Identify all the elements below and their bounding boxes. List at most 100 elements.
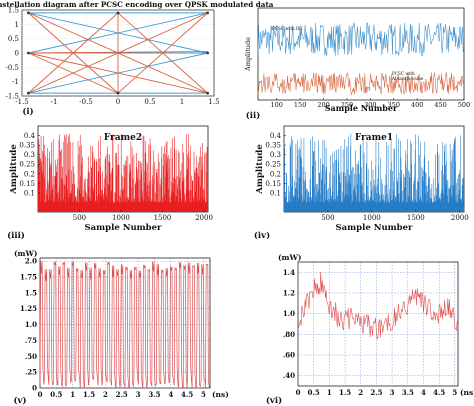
panel-label-iii: (iii) xyxy=(7,230,25,241)
plot-frame xyxy=(257,7,465,101)
y-tick-label: .50 xyxy=(25,352,37,361)
panel-v-power-pulses: 0 .25 .50 .75 1.0 1.25 1.5 1.75 2.0 0 0.5 1 1.5 2 2.5 3… xyxy=(14,249,229,406)
constellation-segment xyxy=(28,51,208,54)
y-tick-label: 0.3 xyxy=(24,151,35,159)
y-tick-label: -1.5 xyxy=(6,93,20,101)
x-tick-label: 3 xyxy=(136,390,141,399)
x-tick-label: 5 xyxy=(201,390,206,399)
panel-label-vi: (vi) xyxy=(266,395,282,406)
x-tick-label: 4 xyxy=(168,390,173,399)
panel-i-constellation: -1.5-1-0.500.511.5-1.5 -1 -0.5 0 0.5 1 1.5Cons… xyxy=(0,0,274,117)
y-tick-label: 1.5 xyxy=(8,7,19,15)
y-tick-label: .75 xyxy=(25,336,37,345)
x-axis-label: Sample Number xyxy=(325,103,398,113)
x-unit-label: (ns) xyxy=(460,388,474,397)
y-tick-label: 1.5 xyxy=(25,288,37,297)
y-tick-label: 0.4 xyxy=(24,132,36,140)
x-tick-label: 1000 xyxy=(363,214,381,222)
x-axis-label: Sample Number xyxy=(85,223,162,233)
x-tick-label: 3 xyxy=(390,388,395,397)
y-tick-label: 0.15 xyxy=(19,180,35,188)
y-tick-label: 1 xyxy=(15,21,19,29)
y-tick-label: 0.2 xyxy=(24,170,35,178)
series-line-1 xyxy=(257,22,465,57)
x-tick-label: 2000 xyxy=(451,214,469,222)
x-tick-label: 2 xyxy=(103,390,108,399)
x-tick-label: -1.5 xyxy=(15,98,29,106)
x-tick-label: 500 xyxy=(321,214,334,222)
panel-label-iv: (iv) xyxy=(254,230,270,241)
constellation-point xyxy=(206,91,210,95)
constellation-point xyxy=(27,11,30,15)
x-tick-label: 1.5 xyxy=(208,98,219,106)
y-tick-label: 1.0 xyxy=(283,309,295,318)
y-axis-label: Amplitude xyxy=(255,144,265,195)
y-tick-label: 0.1 xyxy=(24,189,35,197)
constellation-point xyxy=(27,51,30,55)
power-trace-line xyxy=(297,271,458,340)
y-tick-label: 0.3 xyxy=(270,151,281,159)
panel-ii-amplitude-lines: 100 150 200 250 300 350 400 450 500 PCSC with DC P… xyxy=(244,7,470,121)
constellation-segment xyxy=(117,12,208,94)
y-unit-label: (mW) xyxy=(14,249,37,258)
x-tick-label: 0.5 xyxy=(144,98,155,106)
x-tick-label: 450 xyxy=(434,101,446,109)
y-tick-label: .40 xyxy=(283,371,295,380)
x-tick-label: 0 xyxy=(296,388,301,397)
x-tick-label: 1.5 xyxy=(339,388,351,397)
panel-iii-frame2: 0.10.15 0.20.25 0.30.35 0.4 500 1000 1500 2000 F… xyxy=(7,125,213,241)
power-trace-line xyxy=(39,261,210,389)
x-tick-label: 3.5 xyxy=(402,388,414,397)
x-tick-label: 3.5 xyxy=(148,390,160,399)
x-tick-label: 1000 xyxy=(112,214,130,222)
x-tick-label: 0 xyxy=(38,390,43,399)
x-tick-label: 1 xyxy=(70,390,75,399)
x-tick-label: 500 xyxy=(73,214,86,222)
x-tick-label: 0.5 xyxy=(50,390,62,399)
y-tick-label: -0.5 xyxy=(6,64,20,72)
x-tick-label: 350 xyxy=(388,101,400,109)
x-tick-label: 1500 xyxy=(154,214,172,222)
y-tick-label: 0.1 xyxy=(270,189,281,197)
x-tick-label: 100 xyxy=(271,101,283,109)
plot-frame xyxy=(297,261,459,387)
y-tick-label: 1.4 xyxy=(283,268,295,277)
x-tick-label: 2 xyxy=(358,388,363,397)
y-tick-label: 0.5 xyxy=(8,35,19,43)
x-tick-label: 2.5 xyxy=(116,390,128,399)
y-tick-label: 0.35 xyxy=(19,142,35,150)
y-tick-label: 0.35 xyxy=(265,142,281,150)
x-tick-label: 1500 xyxy=(407,214,425,222)
constellation-point xyxy=(206,51,210,55)
constellation-point xyxy=(116,11,120,15)
y-tick-label: .60 xyxy=(283,351,295,360)
x-tick-label: 0 xyxy=(116,98,120,106)
x-tick-label: 1 xyxy=(180,98,184,106)
y-tick-label: 2.0 xyxy=(25,257,37,266)
y-tick-label: 1.75 xyxy=(20,273,37,282)
x-tick-label: 1.5 xyxy=(83,390,95,399)
y-axis-label: Amplitude xyxy=(9,144,19,195)
constellation-point xyxy=(116,91,120,95)
series-line-2 xyxy=(257,72,465,96)
panel-label-i: (i) xyxy=(22,106,33,117)
x-tick-label: 250 xyxy=(341,101,353,109)
y-tick-label: 0.2 xyxy=(270,170,281,178)
x-tick-label: -1 xyxy=(51,98,58,106)
x-tick-label: 1 xyxy=(327,388,332,397)
y-tick-label: -1 xyxy=(12,78,19,86)
chart-title: Constellation diagram after PCSC encodin… xyxy=(0,0,274,9)
y-tick-label: 1.2 xyxy=(283,289,295,298)
x-axis-label: Sample Number xyxy=(336,223,413,233)
y-unit-label: (mW) xyxy=(278,253,301,262)
x-tick-label: 400 xyxy=(411,101,423,109)
y-tick-label: 1.25 xyxy=(20,304,37,313)
x-tick-label: 150 xyxy=(294,101,306,109)
chart-title: Frame1 xyxy=(355,133,393,143)
constellation-point xyxy=(27,91,30,95)
x-tick-label: 4.5 xyxy=(433,388,445,397)
x-tick-label: -0.5 xyxy=(79,98,93,106)
y-tick-label: 0 xyxy=(32,384,37,393)
y-axis-label: Amplitude xyxy=(244,37,252,72)
panel-label-v: (v) xyxy=(14,395,27,406)
